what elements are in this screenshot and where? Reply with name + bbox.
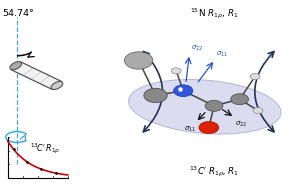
Text: $^{13}$C$'$ $R_{1\rho}$, $R_1$: $^{13}$C$'$ $R_{1\rho}$, $R_1$	[189, 164, 239, 179]
Text: $\sigma_{11}$: $\sigma_{11}$	[216, 50, 228, 59]
Circle shape	[253, 108, 263, 114]
Circle shape	[205, 100, 223, 111]
Circle shape	[199, 122, 219, 134]
Circle shape	[171, 68, 181, 74]
Text: $\sigma_{22}$: $\sigma_{22}$	[191, 44, 203, 53]
Circle shape	[250, 74, 260, 80]
Circle shape	[144, 88, 167, 103]
Ellipse shape	[10, 62, 22, 70]
Circle shape	[124, 52, 153, 69]
Text: 54.74°: 54.74°	[2, 9, 34, 18]
Text: $\sigma_{11}$: $\sigma_{11}$	[184, 124, 197, 134]
Circle shape	[231, 94, 249, 105]
Circle shape	[174, 85, 193, 97]
Ellipse shape	[51, 81, 63, 90]
Polygon shape	[11, 62, 62, 89]
Text: $^{15}$N $R_{1\rho}$, $R_1$: $^{15}$N $R_{1\rho}$, $R_1$	[190, 7, 238, 21]
Text: $^{13}\!C'\,R_{1\rho}$: $^{13}\!C'\,R_{1\rho}$	[30, 142, 60, 156]
Text: $\sigma_{22}$: $\sigma_{22}$	[235, 119, 248, 129]
Ellipse shape	[129, 79, 281, 134]
